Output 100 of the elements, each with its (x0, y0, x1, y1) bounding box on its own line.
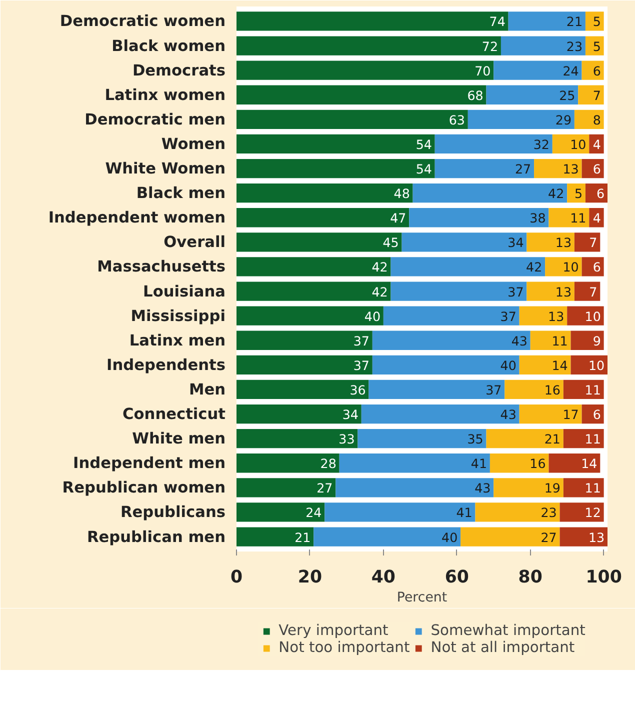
data-label: 10 (588, 358, 605, 373)
bar (236, 158, 435, 178)
bar (519, 404, 582, 424)
data-label: 6 (592, 407, 601, 422)
data-label: 27 (514, 162, 532, 177)
bar (519, 306, 568, 326)
data-label: 4 (592, 210, 601, 226)
bar (236, 404, 362, 424)
data-label: 5 (592, 38, 601, 54)
bar (552, 134, 590, 154)
data-label: 4 (592, 136, 601, 152)
bar (563, 429, 604, 448)
bar (545, 257, 582, 276)
bar (236, 527, 314, 546)
y-tick-label: Men (188, 380, 226, 398)
y-tick-label: Women (161, 134, 226, 153)
bar (490, 454, 549, 473)
data-label: 63 (448, 112, 465, 128)
bar (402, 232, 527, 252)
x-tick-label: 60 (444, 568, 469, 588)
bar (236, 380, 369, 400)
data-label: 11 (584, 382, 601, 398)
bar (585, 12, 604, 31)
bar (368, 380, 505, 400)
y-tick-label: Democratic men (84, 110, 226, 128)
data-label: 32 (533, 136, 550, 152)
bar (494, 60, 582, 80)
data-label: 10 (562, 260, 579, 275)
data-label: 37 (353, 333, 370, 348)
x-tick-label: 20 (298, 568, 322, 588)
data-label: 54 (416, 136, 432, 152)
data-label: 10 (584, 308, 601, 324)
bar (236, 85, 486, 104)
data-label: 11 (552, 333, 568, 348)
bar (358, 429, 486, 448)
y-tick-label: Democratic women (60, 12, 226, 30)
data-label: 42 (372, 284, 388, 300)
data-label: 13 (562, 162, 579, 177)
bar (574, 110, 604, 129)
bar (508, 12, 586, 31)
data-label: 38 (530, 210, 546, 226)
y-tick-label: Black women (112, 36, 226, 55)
data-label: 14 (581, 456, 598, 472)
bar (390, 282, 527, 301)
bar (486, 85, 578, 104)
bar (236, 208, 410, 228)
legend-label: Not too important (278, 639, 410, 656)
data-label: 16 (530, 456, 546, 472)
y-tick-label: Republican men (86, 528, 226, 546)
data-label: 34 (342, 407, 358, 422)
data-label: 5 (592, 14, 601, 30)
data-label: 48 (394, 186, 410, 202)
bar (475, 502, 560, 522)
data-label: 10 (570, 136, 586, 152)
data-label: 21 (566, 14, 583, 30)
y-tick-label: Latinx women (104, 86, 226, 104)
legend-label: Somewhat important (430, 622, 586, 639)
bar (236, 134, 435, 154)
data-label: 11 (584, 480, 601, 496)
bar (236, 478, 336, 498)
data-label: 27 (540, 530, 557, 545)
data-label: 70 (474, 63, 491, 78)
x-tick-label: 100 (586, 568, 622, 588)
bar (460, 527, 560, 546)
data-label: 7 (589, 235, 598, 250)
data-label: 42 (548, 186, 564, 202)
bar (236, 454, 340, 473)
bar (560, 527, 608, 546)
bar (530, 330, 571, 350)
bar (560, 502, 604, 522)
data-label: 43 (474, 480, 491, 496)
y-tick-label: White Women (105, 160, 226, 178)
bar (236, 429, 358, 448)
bar (526, 282, 574, 301)
y-tick-label: Mississippi (130, 306, 226, 325)
data-label: 41 (456, 505, 472, 520)
data-label: 23 (540, 505, 557, 520)
data-label: 21 (544, 432, 560, 447)
data-label: 37 (508, 284, 524, 300)
bar (578, 85, 604, 104)
bar (336, 478, 494, 498)
bar (434, 134, 552, 154)
bar (361, 404, 520, 424)
bar (434, 158, 534, 178)
x-tick-label: 0 (230, 568, 243, 588)
data-label: 6 (596, 186, 605, 202)
data-label: 25 (559, 88, 576, 103)
bar (372, 330, 530, 350)
bar (236, 306, 384, 326)
data-label: 9 (592, 333, 601, 348)
bar (589, 208, 604, 228)
data-label: 37 (353, 358, 370, 373)
bar (563, 380, 604, 400)
bar (534, 158, 582, 178)
data-label: 37 (486, 382, 502, 398)
data-label: 68 (467, 88, 484, 103)
y-tick-label: Overall (164, 233, 226, 252)
data-label: 27 (316, 480, 333, 496)
data-label: 40 (500, 358, 516, 373)
y-tick-label: Independent women (48, 208, 226, 227)
